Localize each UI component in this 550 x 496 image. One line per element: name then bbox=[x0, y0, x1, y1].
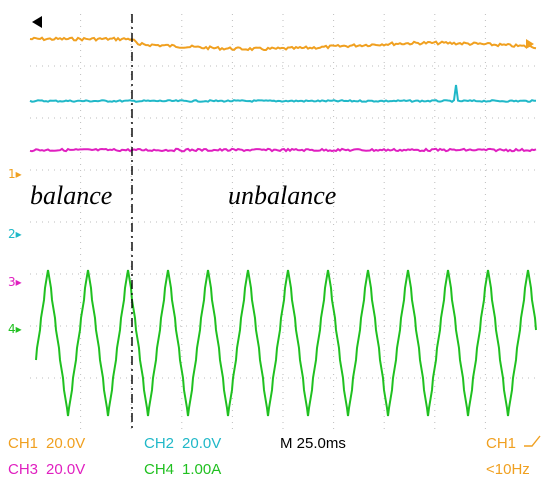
trigger-slope-icon bbox=[524, 435, 541, 447]
marker-ch1: 1▸ bbox=[8, 167, 22, 181]
ch3-trace bbox=[29, 147, 537, 153]
readout-timebase: M 25.0ms bbox=[280, 435, 346, 452]
readout-trigger-freq: <10Hz bbox=[486, 461, 530, 478]
annotation-unbalance: unbalance bbox=[228, 181, 336, 210]
trigger-level-icon bbox=[526, 39, 534, 49]
trigger-position-icon bbox=[32, 16, 42, 28]
readout-ch2: CH2 20.0V bbox=[144, 435, 221, 452]
ch2-trace bbox=[29, 84, 536, 103]
readout-ch1: CH1 20.0V bbox=[8, 435, 85, 452]
ch4-trace bbox=[35, 269, 537, 417]
graticule bbox=[30, 14, 536, 430]
marker-ch3: 3▸ bbox=[8, 275, 22, 289]
marker-ch4: 4▸ bbox=[8, 322, 22, 336]
readout-ch4: CH4 1.00A bbox=[144, 461, 221, 478]
annotation-balance: balance bbox=[30, 181, 112, 210]
readout-ch3: CH3 20.0V bbox=[8, 461, 85, 478]
marker-ch2: 2▸ bbox=[8, 227, 22, 241]
ch1-trace bbox=[29, 36, 537, 52]
readout-trigger-source: CH1 bbox=[486, 435, 516, 452]
